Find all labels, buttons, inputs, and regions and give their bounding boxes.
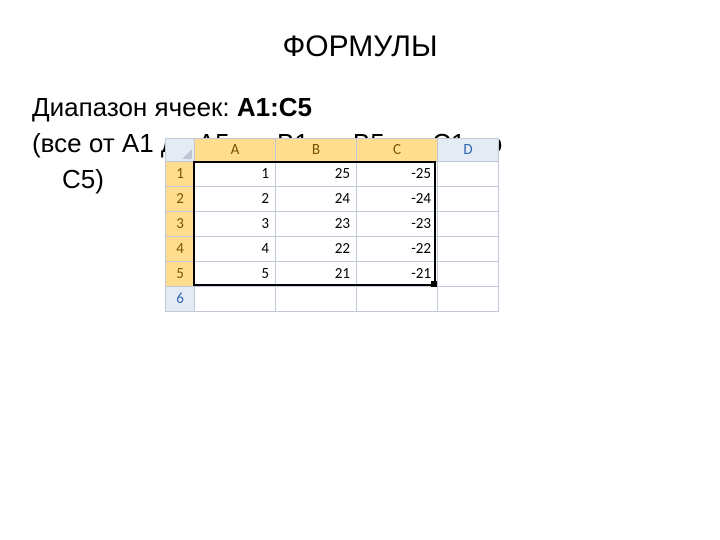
desc-line-1-prefix: Диапазон ячеек:: [32, 92, 237, 122]
cell[interactable]: -22: [357, 237, 438, 262]
page-title: ФОРМУЛЫ: [0, 30, 720, 64]
col-header-d[interactable]: D: [438, 139, 499, 162]
cell[interactable]: [357, 287, 438, 312]
cell[interactable]: 2: [195, 187, 276, 212]
table-row: 2 2 24 -24: [166, 187, 499, 212]
cell[interactable]: -21: [357, 262, 438, 287]
row-header[interactable]: 3: [166, 212, 195, 237]
table-row: 6: [166, 287, 499, 312]
cell[interactable]: [276, 287, 357, 312]
cell[interactable]: [438, 287, 499, 312]
table-row: 3 3 23 -23: [166, 212, 499, 237]
cell[interactable]: [438, 187, 499, 212]
row-header[interactable]: 6: [166, 287, 195, 312]
cell[interactable]: [438, 162, 499, 187]
cell[interactable]: 24: [276, 187, 357, 212]
cell[interactable]: -24: [357, 187, 438, 212]
cell[interactable]: -25: [357, 162, 438, 187]
table-row: 5 5 21 -21: [166, 262, 499, 287]
select-all-corner[interactable]: [166, 139, 195, 162]
col-header-b[interactable]: B: [276, 139, 357, 162]
cell[interactable]: 21: [276, 262, 357, 287]
cell[interactable]: [195, 287, 276, 312]
cell[interactable]: 3: [195, 212, 276, 237]
cell[interactable]: -23: [357, 212, 438, 237]
corner-triangle-icon: [182, 149, 192, 159]
desc-line-3: С5): [62, 164, 104, 195]
cell[interactable]: [438, 262, 499, 287]
cell[interactable]: 4: [195, 237, 276, 262]
row-header[interactable]: 2: [166, 187, 195, 212]
column-header-row: A B C D: [166, 139, 499, 162]
table-row: 1 1 25 -25: [166, 162, 499, 187]
row-header[interactable]: 4: [166, 237, 195, 262]
col-header-c[interactable]: C: [357, 139, 438, 162]
range-ref: А1:С5: [237, 92, 312, 122]
desc-line-1: Диапазон ячеек: А1:С5: [32, 92, 312, 123]
cell[interactable]: 5: [195, 262, 276, 287]
table-row: 4 4 22 -22: [166, 237, 499, 262]
row-header[interactable]: 5: [166, 262, 195, 287]
cell[interactable]: 25: [276, 162, 357, 187]
cell[interactable]: [438, 237, 499, 262]
cell[interactable]: 22: [276, 237, 357, 262]
cell[interactable]: 1: [195, 162, 276, 187]
row-header[interactable]: 1: [166, 162, 195, 187]
cell[interactable]: [438, 212, 499, 237]
col-header-a[interactable]: A: [195, 139, 276, 162]
cell[interactable]: 23: [276, 212, 357, 237]
spreadsheet-grid[interactable]: A B C D 1 1 25 -25 2 2 24 -24 3 3 23 -23…: [165, 138, 499, 312]
